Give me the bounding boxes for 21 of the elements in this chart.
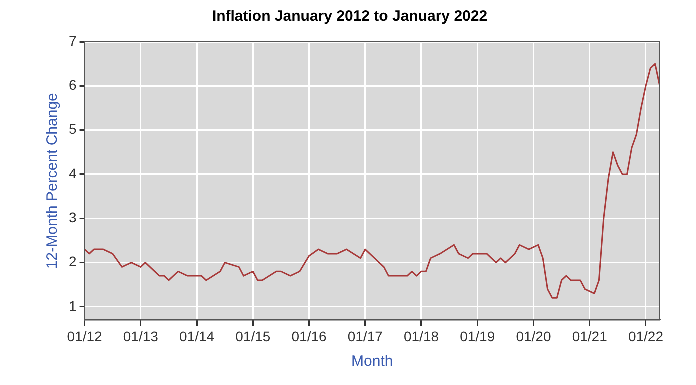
chart-title: Inflation January 2012 to January 2022 [212,8,488,26]
y-tick-label: 7 [68,32,77,49]
x-axis-title: Month [352,353,394,370]
y-axis-title: 12-Month Percent Change [44,93,62,270]
y-tick-label: 2 [68,254,77,270]
x-tick-label: 01/19 [460,328,496,344]
x-tick-label: 01/20 [516,328,552,344]
x-tick-label: 01/17 [348,328,384,344]
y-tick-label: 1 [68,298,77,314]
y-tick-label: 4 [68,165,77,182]
y-tick-label: 6 [68,77,77,94]
x-tick-label: 01/14 [180,328,215,344]
x-tick-label: 01/13 [123,328,159,344]
x-tick-label: 01/21 [572,328,608,344]
y-tick-label: 3 [68,209,77,226]
x-tick-label: 01/12 [67,328,103,344]
y-tick-label: 5 [68,121,77,138]
x-tick-label: 01/16 [292,328,327,344]
x-tick-label: 01/22 [628,328,664,344]
x-tick-label: 01/15 [236,328,271,344]
x-tick-label: 01/18 [404,328,440,344]
